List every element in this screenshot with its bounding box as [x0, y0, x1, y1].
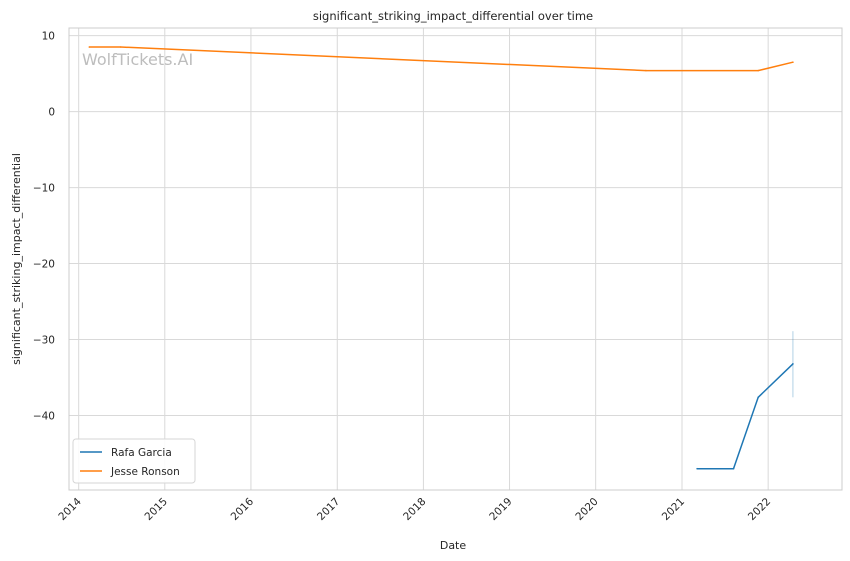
x-tick-label: 2017 — [315, 496, 342, 523]
x-tick-label: 2014 — [56, 495, 84, 523]
data-point-jesse-ronson — [792, 61, 794, 63]
x-tick-labels: 2014 2015 2016 2017 2018 2019 2020 2021 2022 — [56, 495, 773, 523]
y-tick-label: −20 — [33, 259, 55, 271]
y-tick-labels: 10 0 −10 −20 −30 −40 — [33, 31, 55, 423]
data-point-jesse-ronson — [757, 69, 760, 72]
legend-label-rafa-garcia: Rafa Garcia — [111, 447, 172, 459]
y-axis-label: significant_striking_impact_differential — [10, 153, 23, 365]
x-tick-label: 2016 — [229, 495, 257, 523]
x-tick-label: 2018 — [401, 496, 428, 523]
y-tick-label: 10 — [42, 31, 55, 43]
y-tick-label: −10 — [33, 183, 55, 195]
legend-label-jesse-ronson: Jesse Ronson — [110, 466, 180, 478]
grid — [69, 28, 842, 490]
plot-frame — [68, 27, 843, 491]
y-tick-label: −30 — [33, 335, 55, 347]
chart-title: significant_striking_impact_differential… — [313, 9, 593, 23]
series-line-jesse-ronson — [89, 46, 794, 72]
legend-box — [72, 438, 196, 484]
y-tick-label: 0 — [48, 107, 55, 119]
series-lines — [88, 46, 794, 470]
watermark: WolfTickets.AI — [82, 50, 193, 69]
data-point-rafa-garcia — [757, 396, 760, 399]
data-point-rafa-garcia — [792, 363, 794, 365]
x-tick-label: 2015 — [143, 496, 170, 523]
data-point-rafa-garcia — [696, 467, 698, 470]
series-line-rafa-garcia — [697, 363, 794, 470]
x-tick-label: 2019 — [487, 496, 514, 523]
legend: Rafa Garcia Jesse Ronson — [72, 438, 196, 484]
y-tick-label: −40 — [33, 411, 55, 423]
data-point-jesse-ronson — [88, 46, 91, 48]
x-tick-label: 2020 — [573, 496, 600, 523]
x-axis-label: Date — [440, 539, 467, 552]
data-point-jesse-ronson — [645, 69, 647, 72]
x-tick-label: 2022 — [746, 496, 773, 523]
data-point-rafa-garcia — [732, 467, 735, 470]
x-tick-label: 2021 — [660, 496, 687, 523]
data-point-jesse-ronson — [119, 46, 122, 48]
